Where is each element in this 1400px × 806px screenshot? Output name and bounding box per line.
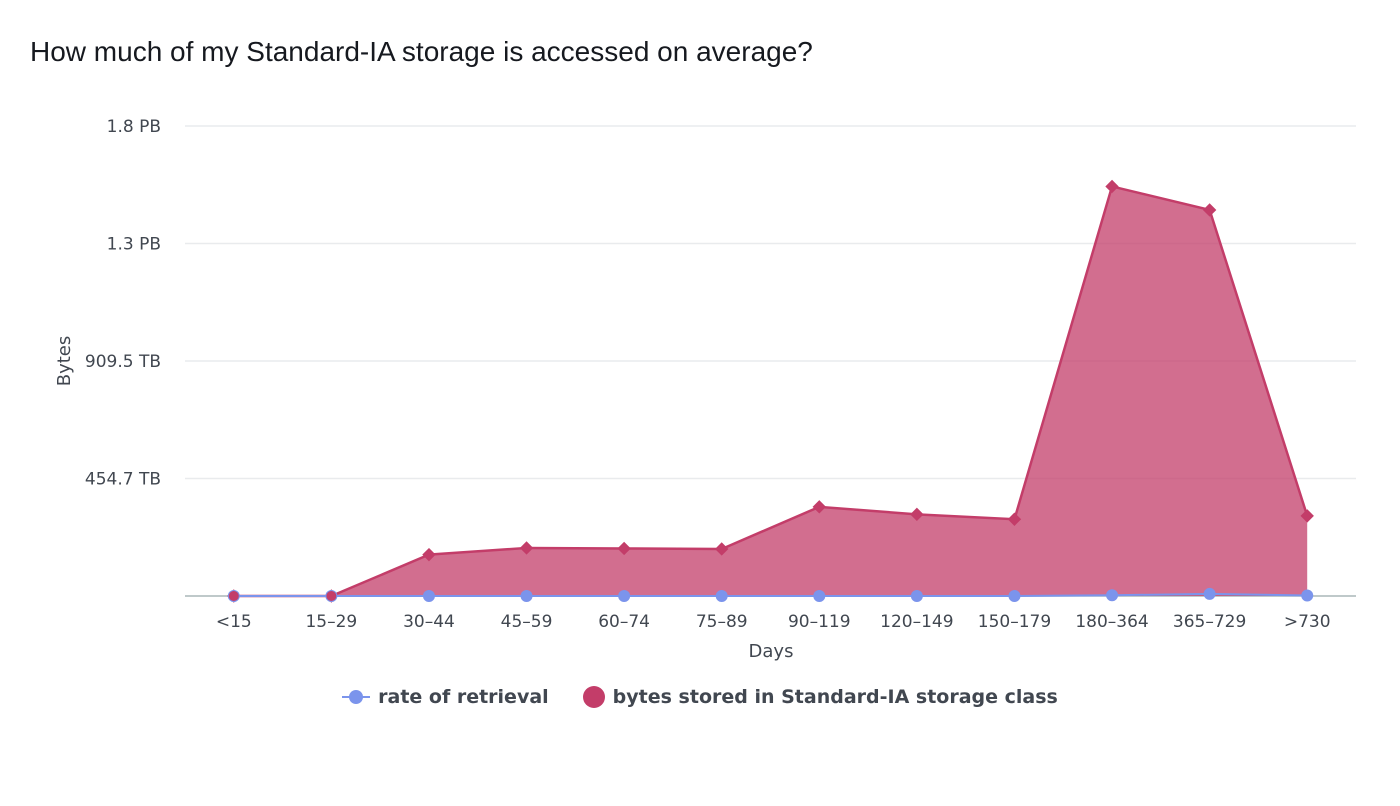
legend-dot-icon bbox=[582, 686, 605, 708]
y-tick-label: 1.8 PB bbox=[107, 117, 161, 137]
y-tick-label: 909.5 TB bbox=[85, 352, 161, 372]
x-tick-labels: <15 15–29 30–44 45–59 60–74 75–89 90–119 120–14… bbox=[216, 612, 1331, 632]
point-bytes-stored[interactable] bbox=[617, 541, 631, 556]
area-fill-bytes-stored bbox=[233, 186, 1308, 596]
point-rate-of-retrieval[interactable] bbox=[1301, 589, 1314, 602]
point-bytes-stored-overlap bbox=[326, 591, 337, 601]
point-bytes-stored-overlap bbox=[228, 591, 239, 601]
legend-line-circle-icon bbox=[342, 687, 371, 707]
chart-plot: 454.7 TB 909.5 TB 1.3 PB 1.8 PB <15 15–29 30–… bbox=[54, 117, 1356, 662]
series-line-group bbox=[227, 587, 1314, 602]
point-bytes-stored[interactable] bbox=[1105, 179, 1119, 194]
line-rate-of-retrieval bbox=[233, 592, 1308, 597]
point-bytes-stored[interactable] bbox=[1202, 203, 1217, 217]
point-rate-of-retrieval[interactable] bbox=[520, 590, 533, 602]
point-rate-of-retrieval[interactable] bbox=[422, 590, 435, 602]
x-tick-label: 45–59 bbox=[501, 612, 553, 632]
x-tick-label: 150–179 bbox=[978, 612, 1051, 632]
x-tick-label: 15–29 bbox=[305, 612, 357, 632]
point-rate-of-retrieval[interactable] bbox=[1008, 590, 1021, 602]
y-tick-label: 454.7 TB bbox=[85, 470, 161, 490]
point-bytes-stored[interactable] bbox=[715, 542, 729, 556]
x-tick-label: 90–119 bbox=[788, 612, 851, 632]
x-axis-title: Days bbox=[749, 641, 794, 662]
point-rate-of-retrieval[interactable] bbox=[813, 590, 826, 602]
point-rate-of-retrieval[interactable] bbox=[1106, 589, 1119, 602]
x-tick-label: 180–364 bbox=[1075, 612, 1148, 632]
y-tick-labels: 454.7 TB 909.5 TB 1.3 PB 1.8 PB bbox=[85, 117, 161, 490]
chart-legend: rate of retrieval bytes stored in Standa… bbox=[0, 686, 1400, 708]
x-tick-label: 120–149 bbox=[880, 612, 953, 632]
x-tick-label: <15 bbox=[216, 612, 252, 632]
point-bytes-stored[interactable] bbox=[1300, 509, 1314, 523]
legend-label: rate of retrieval bbox=[378, 686, 549, 708]
x-tick-label: 60–74 bbox=[598, 612, 650, 632]
y-tick-label: 1.3 PB bbox=[107, 234, 161, 254]
point-rate-of-retrieval[interactable] bbox=[910, 590, 923, 602]
point-rate-of-retrieval[interactable] bbox=[1203, 587, 1216, 600]
point-bytes-stored[interactable] bbox=[910, 507, 924, 522]
chart-title: How much of my Standard-IA storage is ac… bbox=[30, 36, 813, 67]
point-bytes-stored[interactable] bbox=[812, 500, 826, 514]
y-axis-title: Bytes bbox=[54, 336, 75, 387]
point-bytes-stored[interactable] bbox=[1007, 512, 1022, 526]
x-tick-label: >730 bbox=[1284, 612, 1331, 632]
area-line-bytes-stored bbox=[233, 184, 1309, 598]
x-tick-label: 30–44 bbox=[403, 612, 455, 632]
point-bytes-stored[interactable] bbox=[519, 541, 534, 555]
point-rate-of-retrieval[interactable] bbox=[715, 590, 728, 602]
point-rate-of-retrieval[interactable] bbox=[618, 590, 631, 602]
point-bytes-stored[interactable] bbox=[422, 547, 436, 562]
x-tick-label: 365–729 bbox=[1173, 612, 1246, 632]
x-tick-label: 75–89 bbox=[696, 612, 748, 632]
legend-label: bytes stored in Standard-IA storage clas… bbox=[612, 686, 1058, 708]
legend-item-rate-of-retrieval[interactable]: rate of retrieval bbox=[342, 686, 549, 708]
legend-item-bytes-stored[interactable]: bytes stored in Standard-IA storage clas… bbox=[582, 686, 1058, 708]
